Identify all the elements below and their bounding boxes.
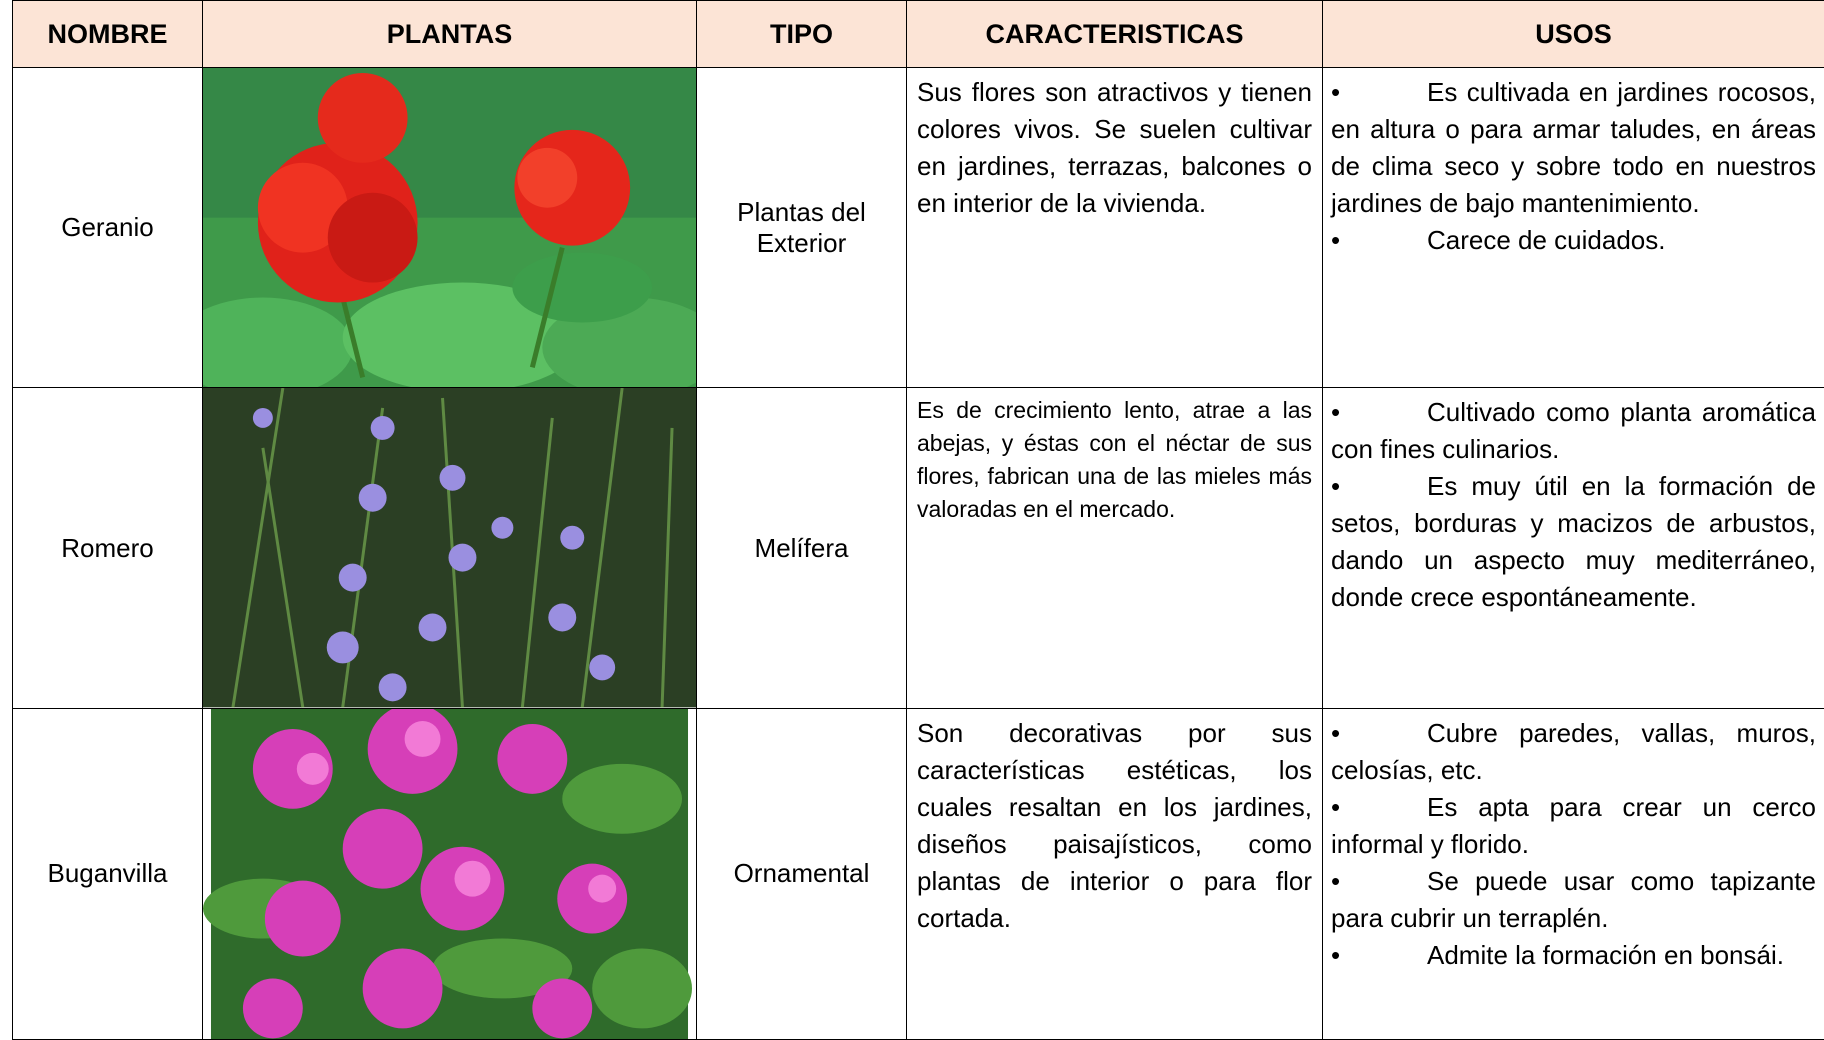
uses-cell: Cultivado como planta aromática con fine… <box>1323 388 1824 708</box>
name-cell: Romero <box>13 388 203 708</box>
use-item: Carece de cuidados. <box>1331 222 1816 259</box>
rosemary-photo <box>203 388 696 707</box>
use-item: Cultivado como planta aromática con fine… <box>1331 394 1816 468</box>
use-item: Es apta para crear un cerco informal y f… <box>1331 789 1816 863</box>
use-item: Cubre paredes, vallas, muros, celosías, … <box>1331 715 1816 789</box>
photo-cell <box>203 68 697 388</box>
use-item: Es muy útil en la formación de setos, bo… <box>1331 468 1816 616</box>
geranium-photo <box>203 68 696 387</box>
bougainvillea-photo <box>203 709 696 1039</box>
header-cell: CARACTERISTICAS <box>907 1 1323 68</box>
header-cell: TIPO <box>697 1 907 68</box>
use-item: Es cultivada en jardines rocosos, en alt… <box>1331 74 1816 222</box>
header-cell: NOMBRE <box>13 1 203 68</box>
uses-cell: Es cultivada en jardines rocosos, en alt… <box>1323 68 1824 388</box>
uses-list: Cultivado como planta aromática con fine… <box>1331 394 1816 616</box>
type-cell: Plantas del Exterior <box>697 68 907 388</box>
photo-cell <box>203 388 697 708</box>
name-cell: Geranio <box>13 68 203 388</box>
characteristics-cell: Son decorativas por sus características … <box>907 708 1323 1039</box>
uses-cell: Cubre paredes, vallas, muros, celosías, … <box>1323 708 1824 1039</box>
header-cell: USOS <box>1323 1 1824 68</box>
photo-cell <box>203 708 697 1039</box>
type-cell: Ornamental <box>697 708 907 1039</box>
use-item: Se puede usar como tapizante para cubrir… <box>1331 863 1816 937</box>
characteristics-cell: Sus flores son atractivos y tienen color… <box>907 68 1323 388</box>
uses-list: Es cultivada en jardines rocosos, en alt… <box>1331 74 1816 259</box>
header-cell: PLANTAS <box>203 1 697 68</box>
characteristics-cell: Es de crecimiento lento, atrae a las abe… <box>907 388 1323 708</box>
name-cell: Buganvilla <box>13 708 203 1039</box>
uses-list: Cubre paredes, vallas, muros, celosías, … <box>1331 715 1816 974</box>
use-item: Admite la formación en bonsái. <box>1331 937 1816 974</box>
type-cell: Melífera <box>697 388 907 708</box>
